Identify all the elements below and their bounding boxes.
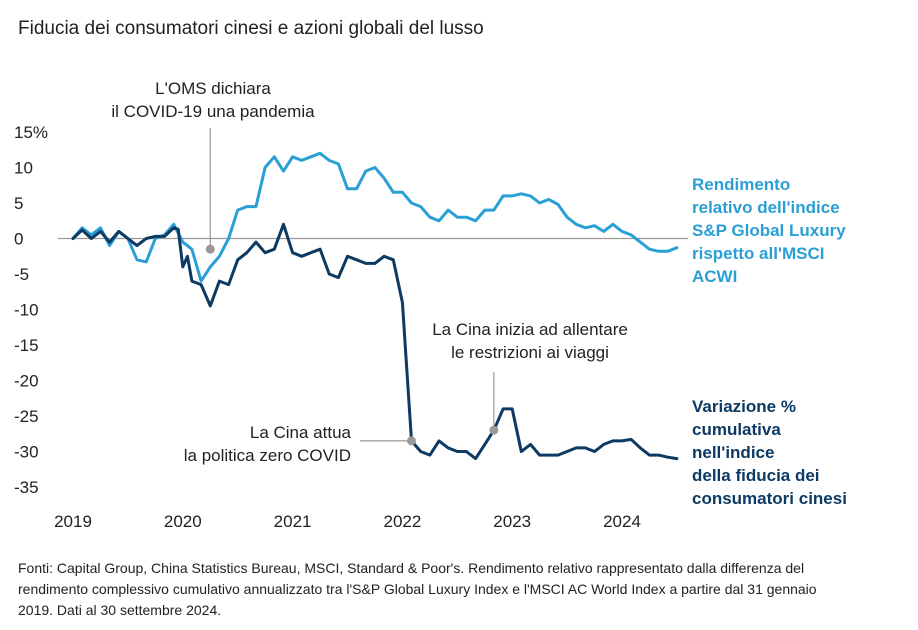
y-tick-label: -25 — [14, 407, 39, 426]
confidence-series-label: cumulativa — [692, 420, 781, 439]
consumer-confidence-line — [71, 222, 679, 461]
series-labels: Rendimento relativo dell'indice S&P Global… — [692, 175, 847, 508]
luxury-series-label: rispetto all'MSCI — [692, 244, 825, 263]
x-tick-label: 2020 — [164, 512, 202, 531]
y-tick-label: -20 — [14, 372, 39, 391]
annotation-marker — [205, 244, 215, 254]
chart-title: Fiducia dei consumatori cinesi e azioni … — [18, 18, 484, 39]
annotation-marker — [489, 425, 499, 435]
annotation-zero-covid: la politica zero COVID — [184, 446, 351, 465]
y-tick-label: -30 — [14, 443, 39, 462]
luxury-series-label: S&P Global Luxury — [692, 221, 846, 240]
source-footnote: Fonti: Capital Group, China Statistics B… — [18, 560, 817, 618]
y-tick-label: 5 — [14, 194, 23, 213]
annotation-who-pandemic: il COVID-19 una pandemia — [111, 102, 315, 121]
series-lines — [71, 151, 679, 461]
x-tick-label: 2022 — [383, 512, 421, 531]
annotation-texts: L'OMS dichiara il COVID-19 una pandemia La… — [111, 79, 627, 465]
y-tick-label: 15% — [14, 123, 48, 142]
annotation-markers — [205, 244, 499, 446]
annotation-zero-covid: La Cina attua — [250, 423, 352, 442]
y-tick-label: 10 — [14, 159, 33, 178]
y-tick-label: -5 — [14, 265, 29, 284]
annotation-leaders — [209, 128, 495, 442]
luxury-series-label: ACWI — [692, 267, 737, 286]
annotation-travel-easing: le restrizioni ai viaggi — [451, 343, 609, 362]
luxury-series-label: Rendimento — [692, 175, 790, 194]
annotation-who-pandemic: L'OMS dichiara — [155, 79, 271, 98]
luxury-series-label: relativo dell'indice — [692, 198, 840, 217]
confidence-series-label: consumatori cinesi — [692, 489, 847, 508]
chart-plot: 15% 10 5 0 -5 -10 -15 -20 -25 -30 -35 2019 2020 2021… — [14, 79, 847, 531]
x-axis-ticks: 2019 2020 2021 2022 2023 2024 — [54, 512, 641, 531]
luxury-relative-return-line — [71, 151, 679, 283]
confidence-series-label: Variazione % — [692, 397, 796, 416]
y-tick-label: 0 — [14, 230, 23, 249]
x-tick-label: 2024 — [603, 512, 641, 531]
annotation-travel-easing: La Cina inizia ad allentare — [432, 320, 628, 339]
x-tick-label: 2019 — [54, 512, 92, 531]
annotation-marker — [407, 436, 417, 446]
y-tick-label: -10 — [14, 301, 39, 320]
confidence-series-label: della fiducia dei — [692, 466, 820, 485]
confidence-series-label: nell'indice — [692, 443, 774, 462]
y-axis-ticks: 15% 10 5 0 -5 -10 -15 -20 -25 -30 -35 — [14, 123, 48, 497]
y-tick-label: -35 — [14, 478, 39, 497]
x-tick-label: 2021 — [274, 512, 312, 531]
x-tick-label: 2023 — [493, 512, 531, 531]
y-tick-label: -15 — [14, 336, 39, 355]
